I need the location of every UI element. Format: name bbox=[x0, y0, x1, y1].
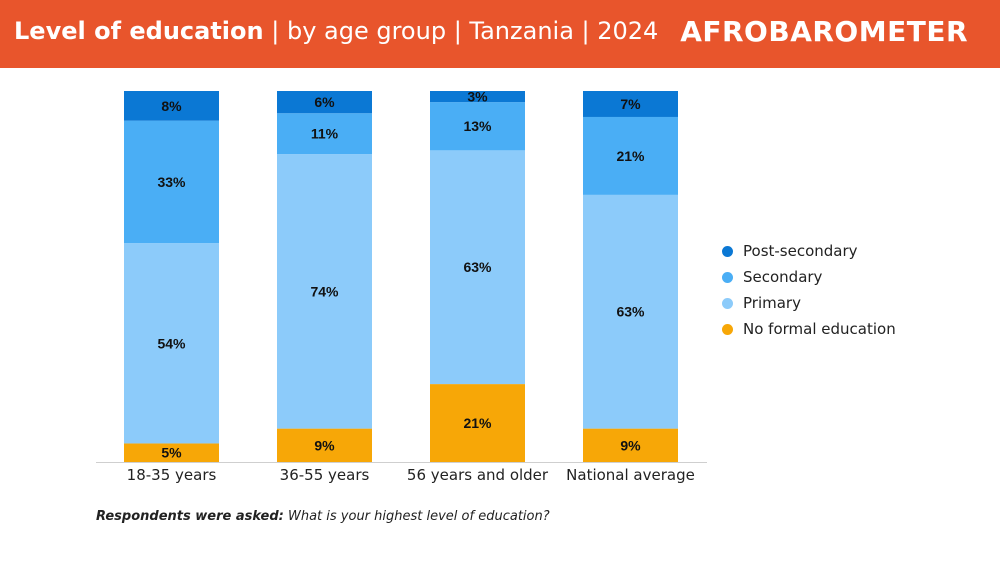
data-label: 5% bbox=[161, 445, 182, 461]
bar-segment-primary bbox=[277, 154, 372, 429]
bar-segment-secondary bbox=[124, 120, 219, 244]
footnote: Respondents were asked: What is your hig… bbox=[96, 509, 550, 524]
legend-label: Post-secondary bbox=[743, 242, 858, 260]
legend-swatch bbox=[722, 323, 733, 335]
data-label: 6% bbox=[314, 94, 335, 110]
data-label: 74% bbox=[310, 283, 339, 299]
x-tick-label: National average bbox=[566, 466, 695, 484]
legend-item: Post-secondary bbox=[722, 238, 896, 264]
data-label: 21% bbox=[463, 415, 492, 431]
page-title: Level of education | by age group | Tanz… bbox=[14, 17, 658, 45]
afrobarometer-logo: AFROBAROMETER bbox=[680, 15, 968, 48]
legend-item: Primary bbox=[722, 290, 896, 316]
header-banner: Level of education | by age group | Tanz… bbox=[0, 0, 1000, 68]
data-label: 9% bbox=[620, 437, 641, 453]
data-label: 13% bbox=[463, 118, 492, 134]
bar-segment-no-formal-education bbox=[430, 384, 525, 462]
data-label: 63% bbox=[616, 304, 645, 320]
title-subtitle: | by age group | Tanzania | 2024 bbox=[263, 17, 659, 45]
bar-segment-secondary bbox=[277, 113, 372, 155]
legend-swatch bbox=[722, 297, 733, 309]
legend-item: Secondary bbox=[722, 264, 896, 290]
bar-segment-primary bbox=[124, 243, 219, 444]
bar-segment-primary bbox=[583, 194, 678, 429]
data-label: 33% bbox=[157, 174, 186, 190]
data-label: 9% bbox=[314, 437, 335, 453]
stacked-bar-chart: 5% 54% 33% 8% 18-35 years 9% 74% 11% 6% 36-55 yea… bbox=[96, 89, 707, 484]
title-main: Level of education bbox=[14, 17, 264, 45]
chart-legend: Post-secondary Secondary Primary No formal … bbox=[722, 238, 896, 342]
footnote-question: What is your highest level of education? bbox=[283, 509, 550, 524]
x-tick-label: 56 years and older bbox=[407, 466, 549, 484]
data-label: 21% bbox=[616, 148, 645, 164]
bar-segment-post-secondary bbox=[583, 91, 678, 117]
bar-segment-secondary bbox=[583, 116, 678, 195]
legend-item: No formal education bbox=[722, 316, 896, 342]
bar-segment-post-secondary bbox=[124, 91, 219, 121]
x-tick-label: 36-55 years bbox=[280, 466, 370, 484]
footnote-lead: Respondents were asked: bbox=[96, 509, 284, 524]
data-label: 7% bbox=[620, 96, 641, 112]
bar-segment-primary bbox=[430, 150, 525, 385]
data-label: 8% bbox=[161, 98, 182, 114]
bar-segment-no-formal-education bbox=[583, 428, 678, 462]
legend-swatch bbox=[722, 271, 733, 283]
bar-segment-no-formal-education bbox=[124, 443, 219, 462]
data-label: 54% bbox=[157, 335, 186, 351]
bar-segment-secondary bbox=[430, 102, 525, 151]
legend-label: No formal education bbox=[743, 320, 896, 338]
bar-segment-no-formal-education bbox=[277, 428, 372, 462]
bar-segment-post-secondary bbox=[430, 91, 525, 103]
x-tick-label: 18-35 years bbox=[127, 466, 217, 484]
legend-label: Secondary bbox=[743, 268, 823, 286]
data-label: 63% bbox=[463, 259, 492, 275]
legend-label: Primary bbox=[743, 294, 801, 312]
legend-swatch bbox=[722, 245, 733, 257]
data-label: 11% bbox=[311, 126, 339, 142]
bar-segment-post-secondary bbox=[277, 91, 372, 114]
data-label: 3% bbox=[467, 89, 488, 105]
